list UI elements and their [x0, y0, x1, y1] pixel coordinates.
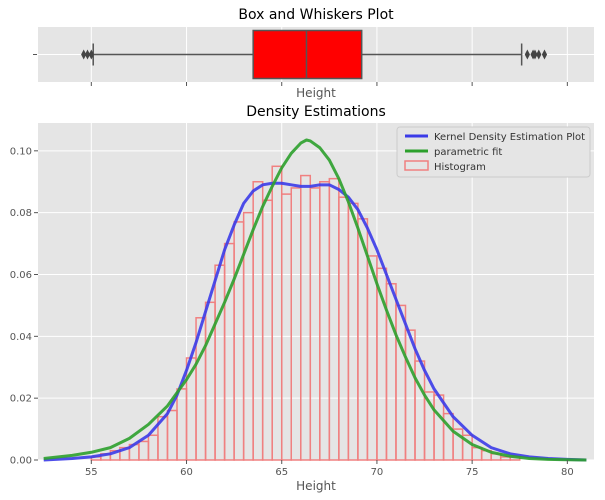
density-x-tick-label: 60 [180, 467, 193, 478]
density-y-tick-label: 0.08 [10, 208, 32, 219]
legend-label-kde: Kernel Density Estimation Plot [434, 132, 585, 143]
density-x-tick-label: 65 [275, 467, 288, 478]
density-y-tick-label: 0.00 [10, 456, 32, 467]
density-x-tick-label: 75 [466, 467, 479, 478]
density-y-tick-label: 0.06 [10, 270, 32, 281]
density-panel: 55 60 65 70 75 80 0.00 0.02 0.04 0.06 0.08 0.10 De… [10, 104, 594, 493]
outlier-point [532, 49, 538, 60]
legend-frame [396, 126, 591, 178]
density-curves [43, 138, 587, 462]
box-plot-title: Box and Whiskers Plot [238, 7, 394, 23]
density-x-tick-label: 55 [85, 467, 98, 478]
density-x-ticks: 55 60 65 70 75 80 [85, 460, 574, 478]
density-y-tick-label: 0.10 [10, 146, 32, 157]
box-plot-panel: Box and Whiskers Plot Height [33, 7, 594, 100]
box-plot-x-ticks [90, 82, 568, 86]
outlier-point [524, 49, 530, 60]
density-plot-area [38, 123, 594, 460]
density-legend: Kernel Density Estimation Plot parametri… [396, 126, 591, 178]
box-plot-x-axis-label: Height [296, 86, 336, 100]
density-title: Density Estimations [246, 104, 386, 120]
outlier-point [88, 49, 94, 60]
density-x-tick-label: 70 [371, 467, 384, 478]
density-y-tick-label: 0.04 [10, 332, 32, 343]
box-plot-marks [81, 29, 548, 80]
legend-label-parametric: parametric fit [434, 147, 502, 158]
legend-swatch-histogram [404, 160, 429, 171]
density-x-tick-label: 80 [561, 467, 574, 478]
legend-label-histogram: Histogram [434, 162, 486, 173]
outlier-point [81, 49, 87, 60]
density-y-tick-label: 0.02 [10, 394, 32, 405]
density-y-ticks: 0.00 0.02 0.04 0.06 0.08 0.10 [10, 146, 38, 467]
box-iqr [252, 29, 363, 80]
density-x-axis-label: Height [296, 479, 336, 493]
outlier-point [541, 49, 548, 60]
outlier-point [84, 49, 91, 60]
parametric-fit-curve [43, 138, 587, 462]
outlier-point [536, 49, 542, 60]
